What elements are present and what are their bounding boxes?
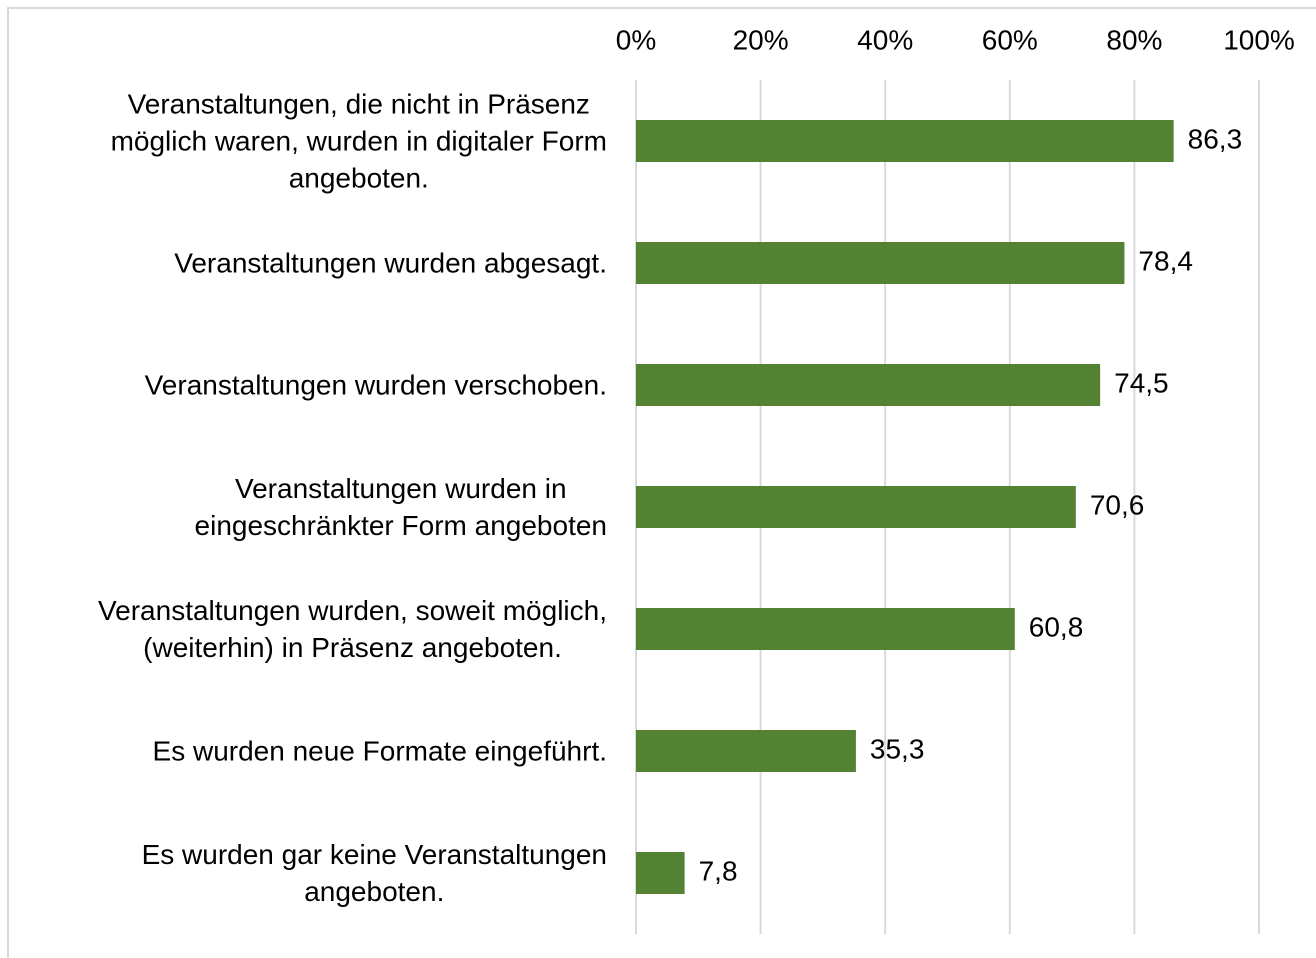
x-tick-label: 0%	[616, 24, 656, 55]
y-tick-label: Es wurden gar keine Veranstaltungen ange…	[141, 839, 607, 907]
bar	[636, 730, 856, 772]
bar	[636, 120, 1174, 162]
bar	[636, 486, 1076, 528]
y-tick-label: Es wurden neue Formate eingeführt.	[152, 735, 607, 767]
chart-frame	[7, 7, 1316, 958]
x-tick-label: 60%	[982, 24, 1038, 55]
bar	[636, 364, 1101, 406]
x-tick-label: 20%	[733, 24, 789, 55]
x-tick-label: 100%	[1223, 24, 1295, 55]
data-label: 7,8	[699, 855, 738, 886]
bar	[636, 852, 685, 894]
x-tick-label: 80%	[1106, 24, 1162, 55]
bar	[636, 242, 1125, 284]
y-tick-label: Veranstaltungen wurden verschoben.	[144, 369, 607, 401]
data-label: 78,4	[1138, 245, 1193, 276]
data-label: 86,3	[1188, 123, 1243, 154]
x-tick-label: 40%	[857, 24, 913, 55]
bar	[636, 608, 1015, 650]
y-tick-label: Veranstaltungen wurden, soweit möglich, …	[98, 595, 607, 663]
y-tick-label: Veranstaltungen, die nicht in Präsenz mö…	[110, 88, 607, 194]
data-label: 60,8	[1029, 611, 1084, 642]
data-label: 35,3	[870, 733, 925, 764]
y-tick-label: Veranstaltungen wurden in eingeschränkte…	[194, 473, 607, 541]
data-label: 74,5	[1114, 367, 1169, 398]
y-tick-label: Veranstaltungen wurden abgesagt.	[174, 247, 607, 279]
data-label: 70,6	[1090, 489, 1145, 520]
